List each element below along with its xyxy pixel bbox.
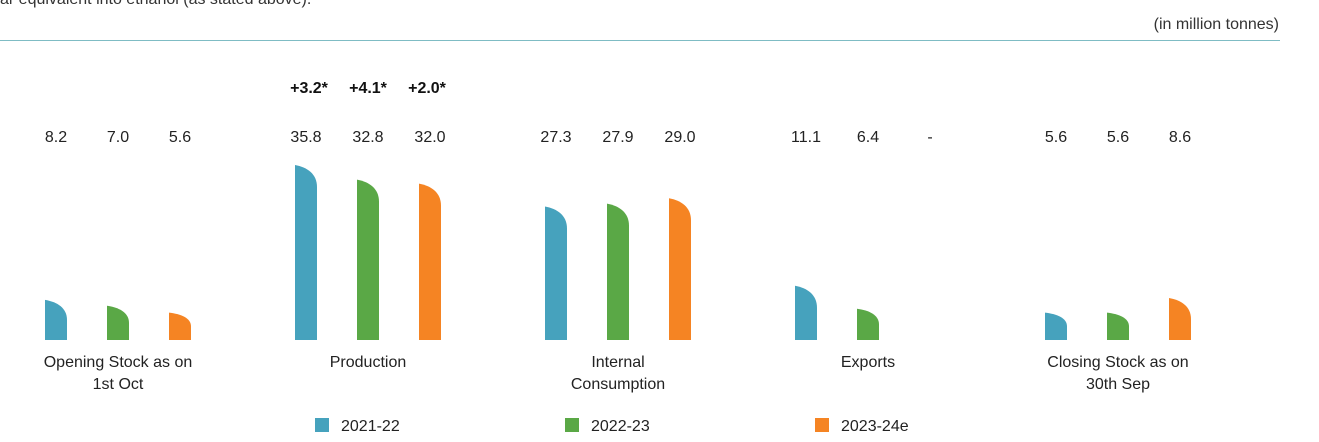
value-label: 11.1 — [791, 129, 821, 146]
value-label: 27.9 — [602, 129, 633, 146]
annotation: +3.2* — [290, 80, 329, 97]
category-label: Opening Stock as on 1st Oct — [43, 354, 193, 393]
value-label: 5.6 — [169, 129, 191, 146]
legend-swatch — [565, 418, 579, 432]
bar — [357, 179, 379, 340]
value-label: 7.0 — [107, 129, 129, 146]
unit-note: (in million tonnes) — [1153, 16, 1279, 33]
value-label: 5.6 — [1107, 129, 1129, 146]
header-text: ar equivalent into ethanol (as stated ab… — [0, 0, 311, 9]
bar — [295, 165, 317, 340]
value-label: 29.0 — [664, 129, 695, 146]
annotation: +2.0* — [408, 80, 447, 97]
value-label: 32.8 — [352, 129, 383, 146]
value-label: 5.6 — [1045, 129, 1067, 146]
divider — [0, 40, 1280, 41]
value-label: 35.8 — [290, 129, 321, 146]
value-label: 32.0 — [414, 129, 445, 146]
legend-swatch — [815, 418, 829, 432]
category-label: Closing Stock as on 30th Sep — [1047, 354, 1189, 393]
legend-label: 2023-24e — [841, 418, 909, 435]
bar — [669, 198, 691, 340]
bar — [1045, 312, 1067, 340]
bar — [1169, 297, 1191, 340]
legend-label: 2022-23 — [591, 418, 650, 435]
legend-swatch — [315, 418, 329, 432]
bar — [419, 183, 441, 340]
bar — [107, 305, 129, 340]
bar — [169, 312, 191, 340]
value-label: 8.2 — [45, 129, 67, 146]
bar — [607, 203, 629, 340]
bar — [1107, 312, 1129, 340]
bar — [45, 299, 67, 340]
category-label: Exports — [840, 354, 896, 371]
value-label: 8.6 — [1169, 129, 1191, 146]
bar — [545, 206, 567, 340]
bar — [857, 308, 879, 340]
value-label: 6.4 — [857, 129, 879, 146]
category-label: Internal Consumption — [570, 354, 666, 393]
bar — [795, 285, 817, 340]
annotation: +4.1* — [349, 80, 388, 97]
category-label: Production — [329, 354, 407, 371]
value-label: 27.3 — [540, 129, 571, 146]
value-label: - — [927, 129, 932, 146]
legend-label: 2021-22 — [341, 418, 400, 435]
